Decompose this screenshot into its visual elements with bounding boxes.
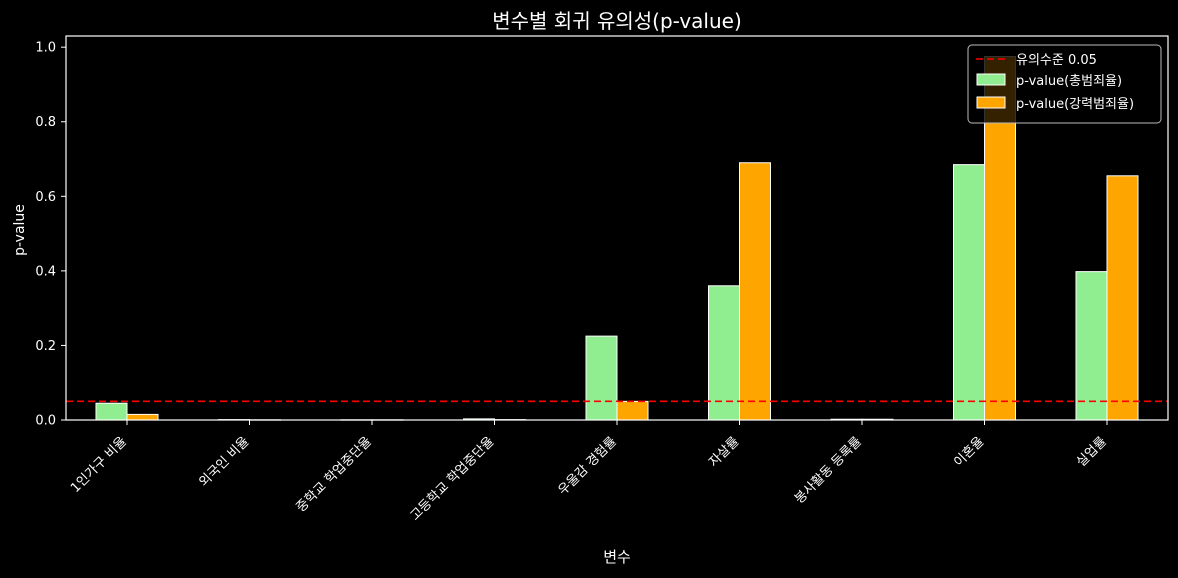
bar-s1-0 bbox=[95, 402, 128, 421]
legend-label-s2: p-value(강력범죄율) bbox=[1016, 97, 1134, 112]
x-tick-label: 고등학교 학업중단율 bbox=[408, 434, 498, 524]
chart-title: 변수별 회귀 유의성(p-value) bbox=[492, 9, 742, 33]
bar-s1-8 bbox=[1075, 271, 1108, 421]
x-tick-label: 자살률 bbox=[706, 434, 742, 470]
y-axis-label: p-value bbox=[12, 204, 28, 256]
legend-label-s1: p-value(총범죄율) bbox=[1016, 74, 1122, 89]
bar-s2-5 bbox=[739, 162, 771, 421]
bar-s2-0 bbox=[126, 413, 159, 421]
legend-swatch-s2 bbox=[976, 96, 1006, 109]
legend-label-reference: 유의수준 0.05 bbox=[1016, 53, 1097, 68]
x-tick-label: 실업률 bbox=[1074, 434, 1110, 470]
legend-box bbox=[967, 44, 1162, 124]
y-tick-label: 1.0 bbox=[35, 41, 56, 56]
x-tick-label: 이혼율 bbox=[951, 434, 987, 470]
bar-s1-4 bbox=[585, 335, 618, 421]
bar-s1-5 bbox=[708, 285, 740, 421]
y-tick-label: 0.0 bbox=[35, 414, 56, 429]
y-tick-label: 0.4 bbox=[35, 264, 56, 279]
bar-s2-4 bbox=[616, 400, 649, 421]
x-tick-label: 우울감 경험률 bbox=[556, 434, 620, 498]
x-tick-label: 1인가구 비율 bbox=[68, 434, 130, 496]
x-axis-label: 변수 bbox=[603, 548, 631, 566]
x-tick-label: 외국인 비율 bbox=[197, 434, 253, 490]
x-tick-label: 봉사활동 등록률 bbox=[792, 434, 865, 507]
legend-swatch-s1 bbox=[976, 73, 1006, 86]
y-tick-label: 0.8 bbox=[35, 115, 56, 130]
x-axis-ticks: 1인가구 비율 외국인 비율 중학교 학업중단율 고등학교 학업중단율 우울감 경험률 자… bbox=[68, 420, 1110, 524]
legend: 유의수준 0.05 p-value(총범죄율) p-value(강력범죄율) bbox=[967, 44, 1162, 124]
y-tick-label: 0.2 bbox=[35, 339, 56, 354]
y-axis-ticks: 0.0 0.2 0.4 0.6 0.8 1.0 bbox=[35, 41, 66, 429]
bar-s2-8 bbox=[1106, 175, 1139, 421]
y-tick-label: 0.6 bbox=[35, 190, 56, 205]
x-tick-label: 중학교 학업중단율 bbox=[294, 434, 375, 515]
bar-s1-7 bbox=[953, 164, 985, 421]
